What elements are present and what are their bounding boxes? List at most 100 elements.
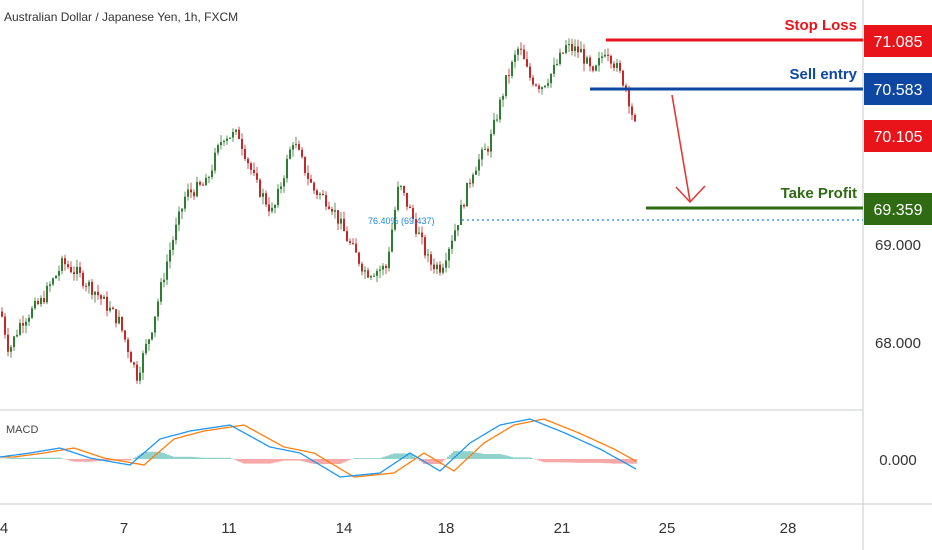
- candle: [343, 218, 345, 232]
- candle: [346, 231, 348, 242]
- candle: [448, 248, 450, 261]
- candle: [616, 63, 618, 68]
- candle: [193, 192, 195, 197]
- candle: [247, 158, 249, 164]
- candle: [454, 230, 456, 241]
- candle: [610, 55, 612, 64]
- candle: [337, 210, 339, 224]
- candle: [73, 272, 75, 275]
- candle: [481, 149, 483, 160]
- chart-title: Australian Dollar / Japanese Yen, 1h, FX…: [4, 10, 238, 24]
- macd-layer: [0, 418, 637, 478]
- candle: [436, 264, 438, 270]
- macd-signal-line: [0, 418, 637, 478]
- candle: [541, 87, 543, 90]
- candle: [628, 87, 630, 107]
- candle: [301, 149, 303, 157]
- candle: [451, 240, 453, 249]
- candle: [409, 206, 411, 209]
- take-profit-label: Take Profit: [781, 185, 857, 202]
- candle: [160, 282, 162, 302]
- candle: [319, 193, 321, 195]
- stop-loss-label: Stop Loss: [784, 17, 857, 34]
- candle: [391, 229, 393, 252]
- candle: [46, 285, 48, 303]
- candle: [586, 57, 588, 64]
- candle: [37, 301, 39, 305]
- date-tick-7: 7: [120, 520, 128, 537]
- candle: [238, 129, 240, 139]
- candle: [322, 193, 324, 196]
- candle: [202, 184, 204, 186]
- candle: [355, 243, 357, 253]
- candle: [106, 296, 108, 311]
- candle: [406, 192, 408, 207]
- candle: [607, 54, 609, 56]
- price-tick-69: 69.000: [875, 237, 921, 254]
- candle: [364, 270, 366, 272]
- candle: [418, 232, 420, 234]
- candle: [7, 334, 9, 352]
- candle: [58, 270, 60, 276]
- candle: [259, 179, 261, 197]
- candle: [94, 291, 96, 295]
- candle: [130, 352, 132, 363]
- candle: [520, 48, 522, 50]
- candle: [214, 152, 216, 171]
- current-price: 70.105: [874, 129, 923, 146]
- current-price-badge: [864, 120, 932, 152]
- target-arrowhead: [675, 185, 706, 204]
- candle: [265, 193, 267, 205]
- candle: [88, 281, 90, 287]
- candle: [484, 148, 486, 150]
- candle: [517, 48, 519, 55]
- candle: [619, 63, 621, 71]
- macd-zero-tick: 0.000: [879, 452, 917, 469]
- candle: [256, 173, 258, 180]
- candle: [121, 316, 123, 331]
- candle: [148, 339, 150, 344]
- candle: [310, 178, 312, 183]
- candle: [439, 264, 441, 273]
- candle: [223, 140, 225, 143]
- candle: [466, 182, 468, 207]
- candle: [100, 295, 102, 299]
- candle: [34, 301, 36, 309]
- candle: [583, 49, 585, 64]
- candle: [502, 95, 504, 100]
- candle: [499, 99, 501, 120]
- fib-level-label: 76.40% (69.437): [368, 216, 435, 226]
- candle: [547, 83, 549, 86]
- candle: [367, 270, 369, 278]
- candle: [112, 307, 114, 310]
- candle: [157, 301, 159, 317]
- candle: [526, 59, 528, 67]
- candle: [28, 317, 30, 322]
- candle: [304, 156, 306, 174]
- candle: [124, 330, 126, 340]
- candle: [250, 163, 252, 170]
- target-arrow: [671, 94, 691, 202]
- candle: [457, 225, 459, 231]
- candle: [412, 208, 414, 220]
- candle: [544, 85, 546, 88]
- candle: [253, 169, 255, 174]
- candle: [109, 307, 111, 311]
- candle: [139, 372, 141, 381]
- candle: [469, 182, 471, 184]
- candle: [463, 204, 465, 207]
- date-tick-4: 4: [0, 520, 8, 537]
- candle: [271, 207, 273, 212]
- candle: [229, 137, 231, 139]
- candle: [313, 182, 315, 191]
- candle: [487, 148, 489, 152]
- candle: [316, 190, 318, 195]
- macd-line: [0, 418, 637, 478]
- candle: [424, 237, 426, 256]
- candle: [358, 252, 360, 264]
- candle: [529, 66, 531, 78]
- candle: [241, 138, 243, 149]
- candle: [613, 63, 615, 68]
- candle: [79, 266, 81, 273]
- candle: [175, 224, 177, 241]
